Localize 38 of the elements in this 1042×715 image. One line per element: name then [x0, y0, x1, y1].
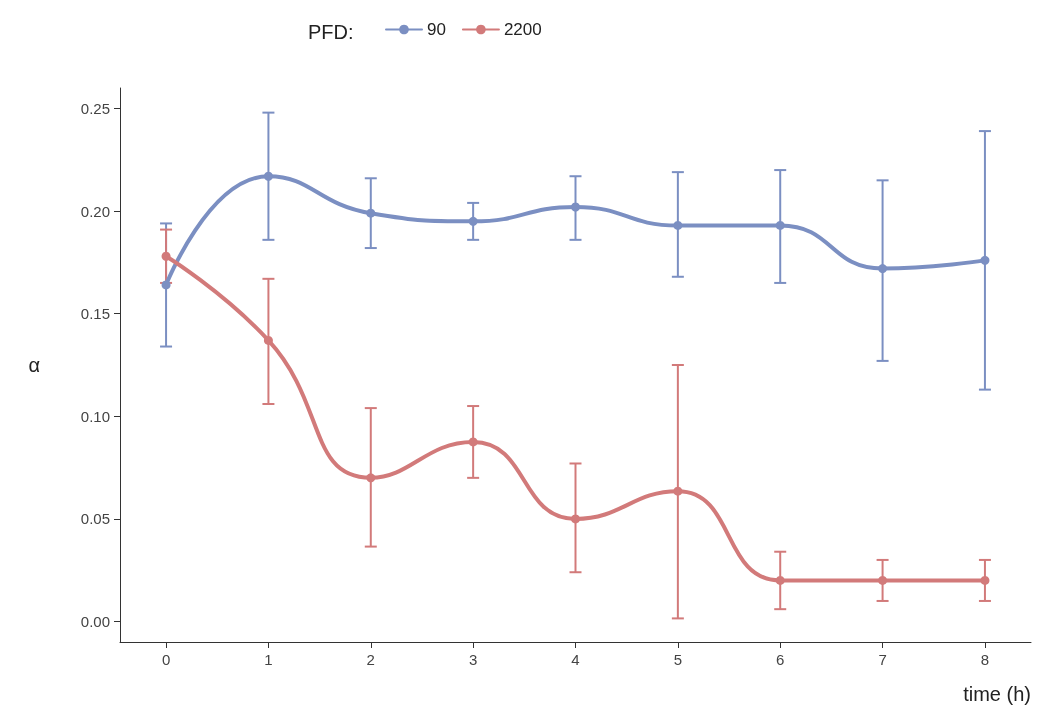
y-tick-label: 0.00 [80, 612, 110, 630]
point [775, 220, 785, 230]
x-tick-label: 6 [776, 651, 785, 668]
point [878, 575, 888, 585]
x-axis-title: time (h) [963, 683, 1031, 705]
y-tick-label: 0.25 [80, 100, 110, 118]
point [980, 575, 990, 585]
point [468, 437, 478, 447]
point [673, 220, 683, 230]
x-tick-label: 0 [161, 651, 171, 668]
y-tick-label: 0.05 [80, 510, 110, 528]
x-tick-label: 8 [980, 651, 990, 668]
point [161, 251, 171, 261]
point [878, 264, 888, 274]
point [571, 202, 580, 212]
x-tick-label: 3 [468, 651, 478, 668]
x-tick-label: 2 [366, 651, 375, 668]
legend-title: PFD: [308, 21, 354, 43]
x-tick-label: 5 [673, 651, 683, 668]
point [775, 575, 785, 585]
y-axis-title: α [28, 354, 40, 376]
point [161, 280, 171, 290]
point [468, 216, 478, 226]
legend-label: 2200 [503, 20, 542, 39]
legend-label: 90 [427, 20, 446, 39]
point [571, 514, 580, 524]
point [980, 255, 990, 265]
point [263, 171, 273, 181]
y-tick-label: 0.20 [80, 202, 110, 220]
x-tick-label: 1 [264, 651, 273, 668]
point [366, 473, 376, 483]
point [366, 208, 376, 218]
y-tick-label: 0.15 [80, 305, 110, 323]
point [673, 486, 683, 496]
x-tick-label: 4 [571, 651, 580, 668]
x-tick-label: 7 [878, 651, 887, 668]
point [263, 335, 273, 345]
y-tick-label: 0.10 [80, 407, 110, 425]
